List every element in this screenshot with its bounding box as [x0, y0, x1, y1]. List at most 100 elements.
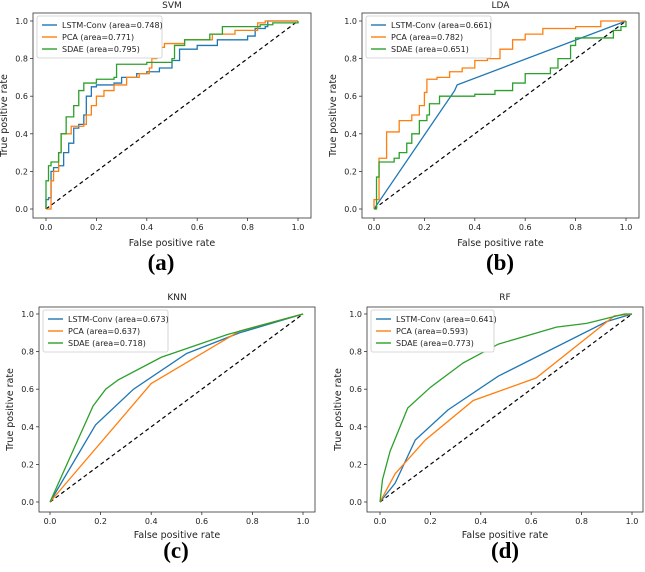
y-tick-label: 0.8 — [349, 348, 362, 357]
panel-knn: KNN 0.0 0.2 0.4 0.6 0.8 1.0 0.0 0.2 0.4 0.6 0.8 1.0 F… — [0, 285, 323, 571]
legend-entry: PCA (area=0.782) — [391, 33, 463, 42]
axes-frame — [38, 306, 316, 513]
axes-frame — [32, 12, 312, 219]
y-tick-label: 0.2 — [349, 460, 362, 469]
roc-curve-sdae — [45, 21, 299, 209]
x-tick-label: 0.6 — [525, 517, 538, 526]
roc-curve-sdae — [379, 313, 632, 503]
x-tick-label: 0.4 — [145, 517, 158, 526]
panel-label-a: (a) — [147, 250, 175, 275]
y-axis-label: True positive rate — [0, 74, 10, 158]
legend-box — [36, 15, 163, 59]
chart-svg: SVM 0.0 0.2 0.4 0.6 0.8 1.0 0.0 0.2 0.4 0.6 0.8 1.0 F… — [0, 1, 312, 249]
chance-diagonal-line — [373, 20, 627, 210]
chart-title: SVM — [162, 1, 182, 11]
legend-entry: LSTM-Conv (area=0.748) — [62, 21, 163, 30]
legend-entry: PCA (area=0.637) — [68, 327, 140, 336]
x-tick-label: 0.2 — [418, 223, 431, 232]
panel-lda: LDA 0.0 0.2 0.4 0.6 0.8 1.0 0.0 0.2 0.4 0.6 0.8 1.0 F… — [322, 0, 645, 286]
y-tick-label: 0.4 — [344, 130, 357, 139]
y-tick-label: 0.6 — [349, 385, 362, 394]
x-tick-label: 1.0 — [292, 223, 305, 232]
legend-entry: SDAE (area=0.773) — [396, 339, 474, 348]
x-axis-label: False positive rate — [134, 530, 221, 541]
y-tick-label: 0.0 — [349, 498, 362, 507]
y-tick-label: 0.4 — [349, 423, 362, 432]
chart-svg: KNN 0.0 0.2 0.4 0.6 0.8 1.0 0.0 0.2 0.4 0.6 0.8 1.0 F… — [5, 293, 316, 541]
legend-entry: LSTM-Conv (area=0.641) — [396, 315, 497, 324]
chance-diagonal-line — [45, 20, 299, 210]
x-tick-label: 1.0 — [620, 223, 633, 232]
x-tick-label: 0.8 — [241, 223, 254, 232]
y-tick-label: 0.6 — [15, 92, 28, 101]
panel-label-b: (b) — [485, 250, 515, 275]
x-tick-label: 0.2 — [424, 517, 437, 526]
panel-svm: SVM 0.0 0.2 0.4 0.6 0.8 1.0 0.0 0.2 0.4 0.6 0.8 1.0 F… — [0, 0, 323, 286]
roc-curve-pca — [373, 20, 626, 209]
y-tick-label: 0.8 — [344, 55, 357, 64]
x-tick-label: 1.0 — [297, 517, 310, 526]
legend-entry: SDAE (area=0.795) — [62, 45, 140, 54]
y-tick-label: 0.4 — [15, 130, 28, 139]
x-tick-label: 0.0 — [374, 517, 387, 526]
x-axis-label: False positive rate — [457, 238, 544, 249]
x-tick-label: 1.0 — [626, 517, 639, 526]
x-tick-label: 0.2 — [90, 223, 103, 232]
x-axis-label: False positive rate — [129, 238, 216, 249]
panel-label-d: (d) — [490, 538, 520, 563]
y-tick-label: 0.2 — [15, 167, 28, 176]
x-tick-label: 0.4 — [474, 517, 487, 526]
x-tick-label: 0.6 — [195, 517, 208, 526]
roc-curve-lstm-conv — [49, 313, 304, 503]
x-tick-label: 0.0 — [40, 223, 53, 232]
chance-diagonal-line — [379, 313, 633, 503]
x-tick-label: 0.8 — [246, 517, 259, 526]
axes-frame — [366, 306, 644, 513]
y-tick-label: 0.8 — [15, 55, 28, 64]
y-tick-label: 0.2 — [21, 460, 34, 469]
legend-entry: SDAE (area=0.651) — [391, 45, 469, 54]
x-axis-label: False positive rate — [462, 530, 549, 541]
y-tick-label: 1.0 — [15, 17, 28, 26]
y-tick-label: 0.6 — [344, 92, 357, 101]
chance-diagonal-line — [49, 313, 304, 503]
x-tick-label: 0.4 — [140, 223, 153, 232]
legend-entry: LSTM-Conv (area=0.661) — [391, 21, 492, 30]
panel-label-c: (c) — [163, 538, 189, 563]
legend-box — [42, 309, 169, 353]
y-tick-label: 0.8 — [21, 348, 34, 357]
legend-entry: LSTM-Conv (area=0.673) — [68, 315, 169, 324]
legend-box — [365, 15, 492, 59]
roc-curve-sdae — [49, 313, 304, 503]
axes-frame — [361, 12, 640, 219]
y-tick-label: 0.2 — [344, 167, 357, 176]
y-tick-label: 1.0 — [349, 310, 362, 319]
x-tick-label: 0.4 — [468, 223, 481, 232]
y-axis-label: True positive rate — [5, 368, 16, 452]
chart-svg: LDA 0.0 0.2 0.4 0.6 0.8 1.0 0.0 0.2 0.4 0.6 0.8 1.0 F… — [328, 1, 640, 249]
x-tick-label: 0.8 — [569, 223, 582, 232]
roc-curve-sdae — [374, 21, 627, 210]
x-tick-label: 0.6 — [191, 223, 204, 232]
y-tick-label: 0.0 — [21, 498, 34, 507]
chart-svg: RF 0.0 0.2 0.4 0.6 0.8 1.0 0.0 0.2 0.4 0.6 0.8 1.0 Fa… — [333, 293, 644, 541]
x-tick-label: 0.8 — [575, 517, 588, 526]
y-tick-label: 1.0 — [21, 310, 34, 319]
legend-entry: SDAE (area=0.718) — [68, 339, 146, 348]
x-tick-label: 0.0 — [44, 517, 57, 526]
x-tick-label: 0.2 — [94, 517, 107, 526]
legend-entry: PCA (area=0.593) — [396, 327, 468, 336]
y-axis-label: True positive rate — [328, 74, 339, 158]
y-axis-label: True positive rate — [333, 368, 344, 452]
y-tick-label: 0.0 — [15, 205, 28, 214]
y-tick-label: 0.4 — [21, 423, 34, 432]
y-tick-label: 0.6 — [21, 385, 34, 394]
chart-title: RF — [499, 293, 510, 303]
legend-entry: PCA (area=0.771) — [62, 33, 134, 42]
chart-title: LDA — [492, 1, 511, 11]
y-tick-label: 0.0 — [344, 205, 357, 214]
x-tick-label: 0.0 — [368, 223, 381, 232]
x-tick-label: 0.6 — [519, 223, 532, 232]
legend-box — [370, 309, 495, 353]
